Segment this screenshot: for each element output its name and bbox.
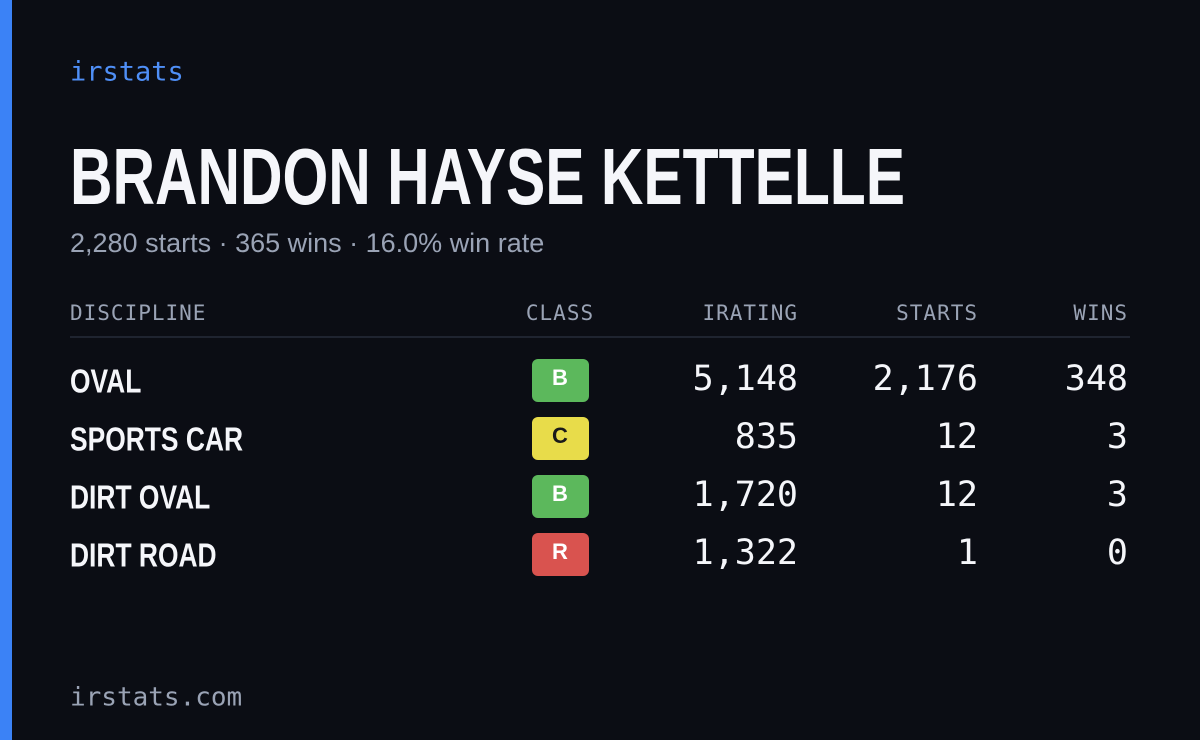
class-letter: R — [552, 539, 568, 564]
wins: 3 — [1107, 475, 1128, 515]
class-badge — [532, 533, 589, 576]
irating: 5,148 — [693, 359, 798, 399]
class-badge — [532, 417, 589, 460]
discipline: DIRT ROAD — [70, 538, 217, 574]
accent-bar — [0, 0, 12, 740]
irating: 1,322 — [693, 533, 798, 573]
class-badge — [532, 359, 589, 402]
column-header: STARTS — [896, 301, 978, 325]
column-header: WINS — [1073, 301, 1128, 325]
starts: 1 — [957, 533, 978, 573]
wins: 348 — [1065, 359, 1128, 399]
footer: irstats.com — [70, 683, 242, 713]
brand: irstats — [70, 57, 184, 88]
discipline: DIRT OVAL — [70, 480, 210, 516]
wins: 0 — [1107, 533, 1128, 573]
discipline-group: OVAL — [70, 364, 141, 400]
class-letter: B — [552, 481, 568, 506]
class-letter: C — [552, 423, 568, 448]
wins: 3 — [1107, 417, 1128, 457]
column-header: DISCIPLINE — [70, 301, 206, 325]
column-header: IRATING — [702, 301, 798, 325]
discipline: SPORTS CAR — [70, 422, 243, 458]
class-letter: B — [552, 365, 568, 390]
discipline: OVAL — [70, 364, 141, 400]
irating: 835 — [735, 417, 798, 457]
irating: 1,720 — [693, 475, 798, 515]
starts: 12 — [936, 417, 978, 457]
starts: 2,176 — [873, 359, 978, 399]
starts: 12 — [936, 475, 978, 515]
class-badge — [532, 475, 589, 518]
column-header: CLASS — [526, 301, 594, 325]
discipline-group: DIRT OVAL — [70, 480, 210, 516]
player-name: BRANDON HAYSE KETTELLE — [70, 132, 905, 221]
discipline-group: SPORTS CAR — [70, 422, 243, 458]
discipline-group: DIRT ROAD — [70, 538, 217, 574]
summary: 2,280 starts · 365 wins · 16.0% win rate — [70, 228, 544, 258]
